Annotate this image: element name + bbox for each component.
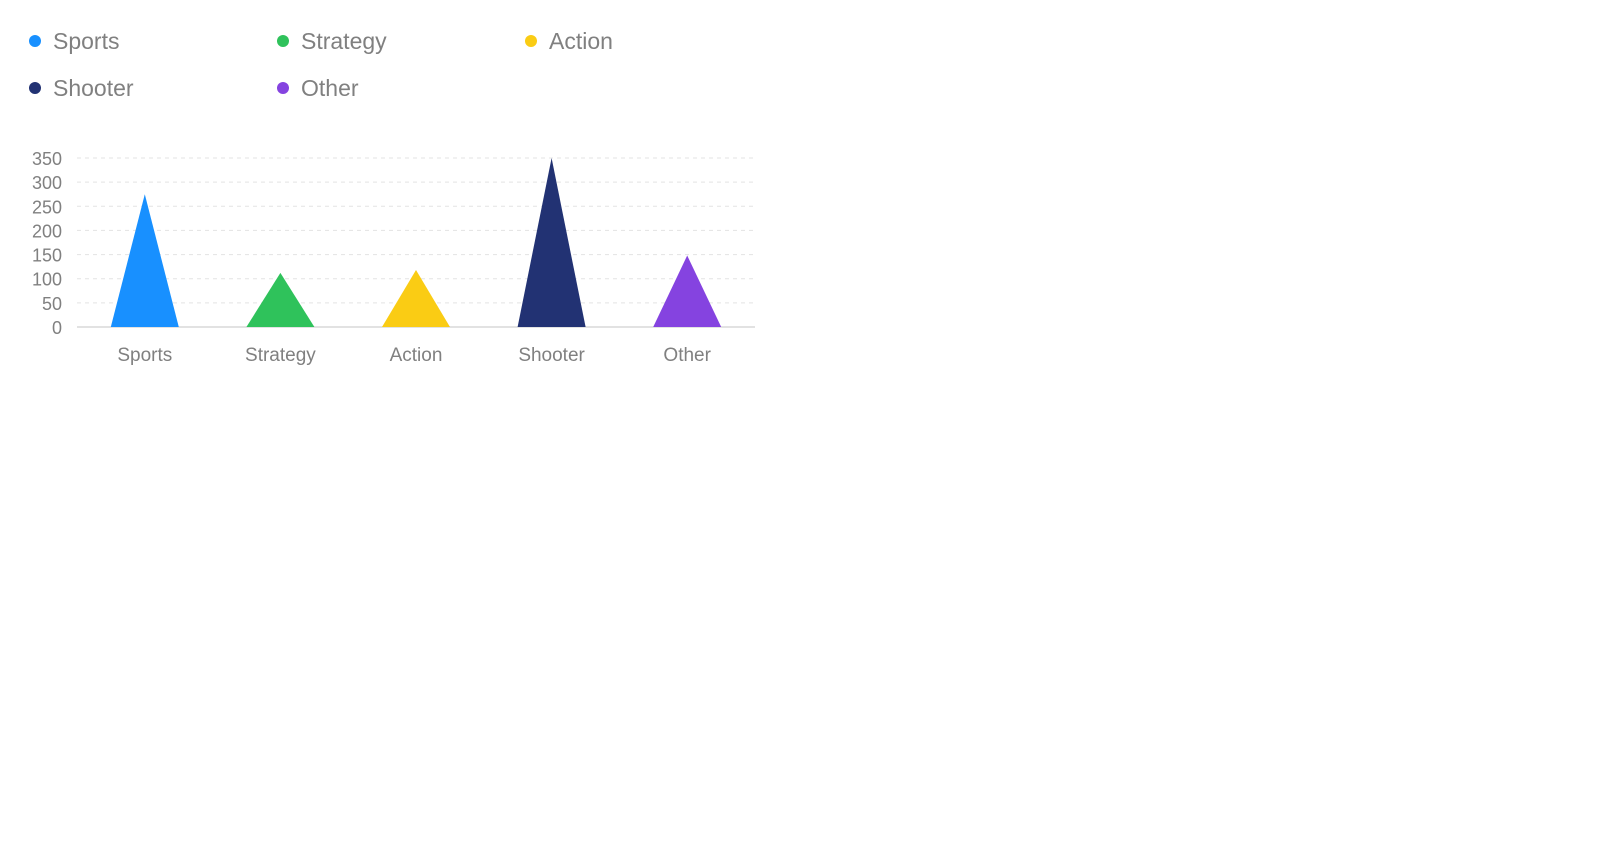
triangle-bar-shooter — [517, 158, 586, 327]
y-tick-label: 350 — [32, 149, 62, 169]
legend-marker — [525, 35, 537, 47]
x-tick-label: Other — [663, 345, 711, 366]
legend-label: Other — [301, 75, 359, 101]
x-axis: Sports Strategy Action Shooter Other — [117, 345, 711, 366]
legend-label: Shooter — [53, 75, 134, 101]
triangle-bar-action — [382, 270, 450, 327]
legend-label: Strategy — [301, 28, 387, 54]
y-tick-label: 50 — [42, 294, 62, 314]
legend-label: Sports — [53, 28, 119, 54]
x-tick-label: Shooter — [518, 345, 585, 366]
y-tick-label: 300 — [32, 173, 62, 193]
x-tick-label: Strategy — [245, 345, 316, 366]
legend-marker — [277, 82, 289, 94]
legend-marker — [277, 35, 289, 47]
y-tick-label: 250 — [32, 197, 62, 217]
x-tick-label: Sports — [117, 345, 172, 366]
legend-marker — [29, 82, 41, 94]
y-axis: 0 50 100 150 200 250 300 350 — [32, 149, 62, 338]
x-tick-label: Action — [390, 345, 443, 366]
y-tick-label: 100 — [32, 270, 62, 290]
triangle-bars — [110, 158, 722, 327]
triangle-bar-sports — [110, 194, 179, 327]
legend-label: Action — [549, 28, 613, 54]
triangle-bar-strategy — [246, 272, 315, 327]
y-tick-label: 0 — [52, 318, 62, 338]
y-tick-label: 200 — [32, 221, 62, 241]
legend: Sports Strategy Action Shooter Other — [29, 28, 613, 101]
y-tick-label: 150 — [32, 246, 62, 266]
triangle-bar-other — [653, 255, 722, 327]
legend-marker — [29, 35, 41, 47]
